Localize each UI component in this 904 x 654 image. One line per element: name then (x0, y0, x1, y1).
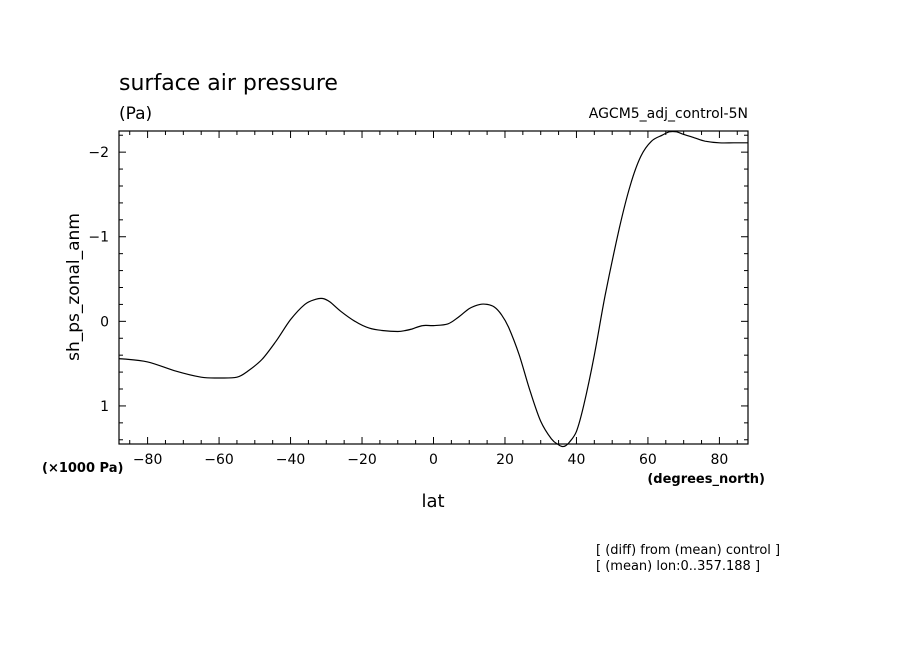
note-diff: [ (diff) from (mean) control ] (596, 543, 780, 558)
note-mean: [ (mean) lon:0..357.188 ] (596, 559, 760, 574)
y-tick-label: −2 (88, 145, 109, 161)
x-tick-label: 60 (639, 452, 657, 468)
y-axis-units: (×1000 Pa) (42, 461, 123, 476)
y-tick-label: 0 (100, 314, 109, 330)
axis-ticks (119, 131, 748, 444)
chart-subtitle: (Pa) (119, 104, 152, 124)
x-axis-label: lat (421, 491, 444, 512)
x-tick-label: 0 (429, 452, 438, 468)
x-tick-label: −20 (347, 452, 377, 468)
x-tick-label: −40 (276, 452, 306, 468)
x-axis-units: (degrees_north) (647, 472, 765, 487)
dataset-label: AGCM5_adj_control-5N (589, 106, 748, 122)
x-tick-label: 80 (710, 452, 728, 468)
x-tick-label: 20 (496, 452, 514, 468)
x-tick-label: 40 (568, 452, 586, 468)
plot-frame (118, 130, 749, 445)
series-line (118, 130, 748, 448)
y-tick-labels: −2 −1 0 1 (88, 145, 109, 415)
y-tick-label: −1 (88, 230, 109, 246)
x-tick-label: −80 (133, 452, 163, 468)
x-tick-label: −60 (204, 452, 234, 468)
chart-title: surface air pressure (119, 71, 338, 96)
y-axis-label: sh_ps_zonal_anm (64, 213, 84, 361)
y-tick-label: 1 (100, 399, 109, 415)
x-tick-labels: −80 −60 −40 −20 0 20 40 60 80 (133, 452, 729, 468)
